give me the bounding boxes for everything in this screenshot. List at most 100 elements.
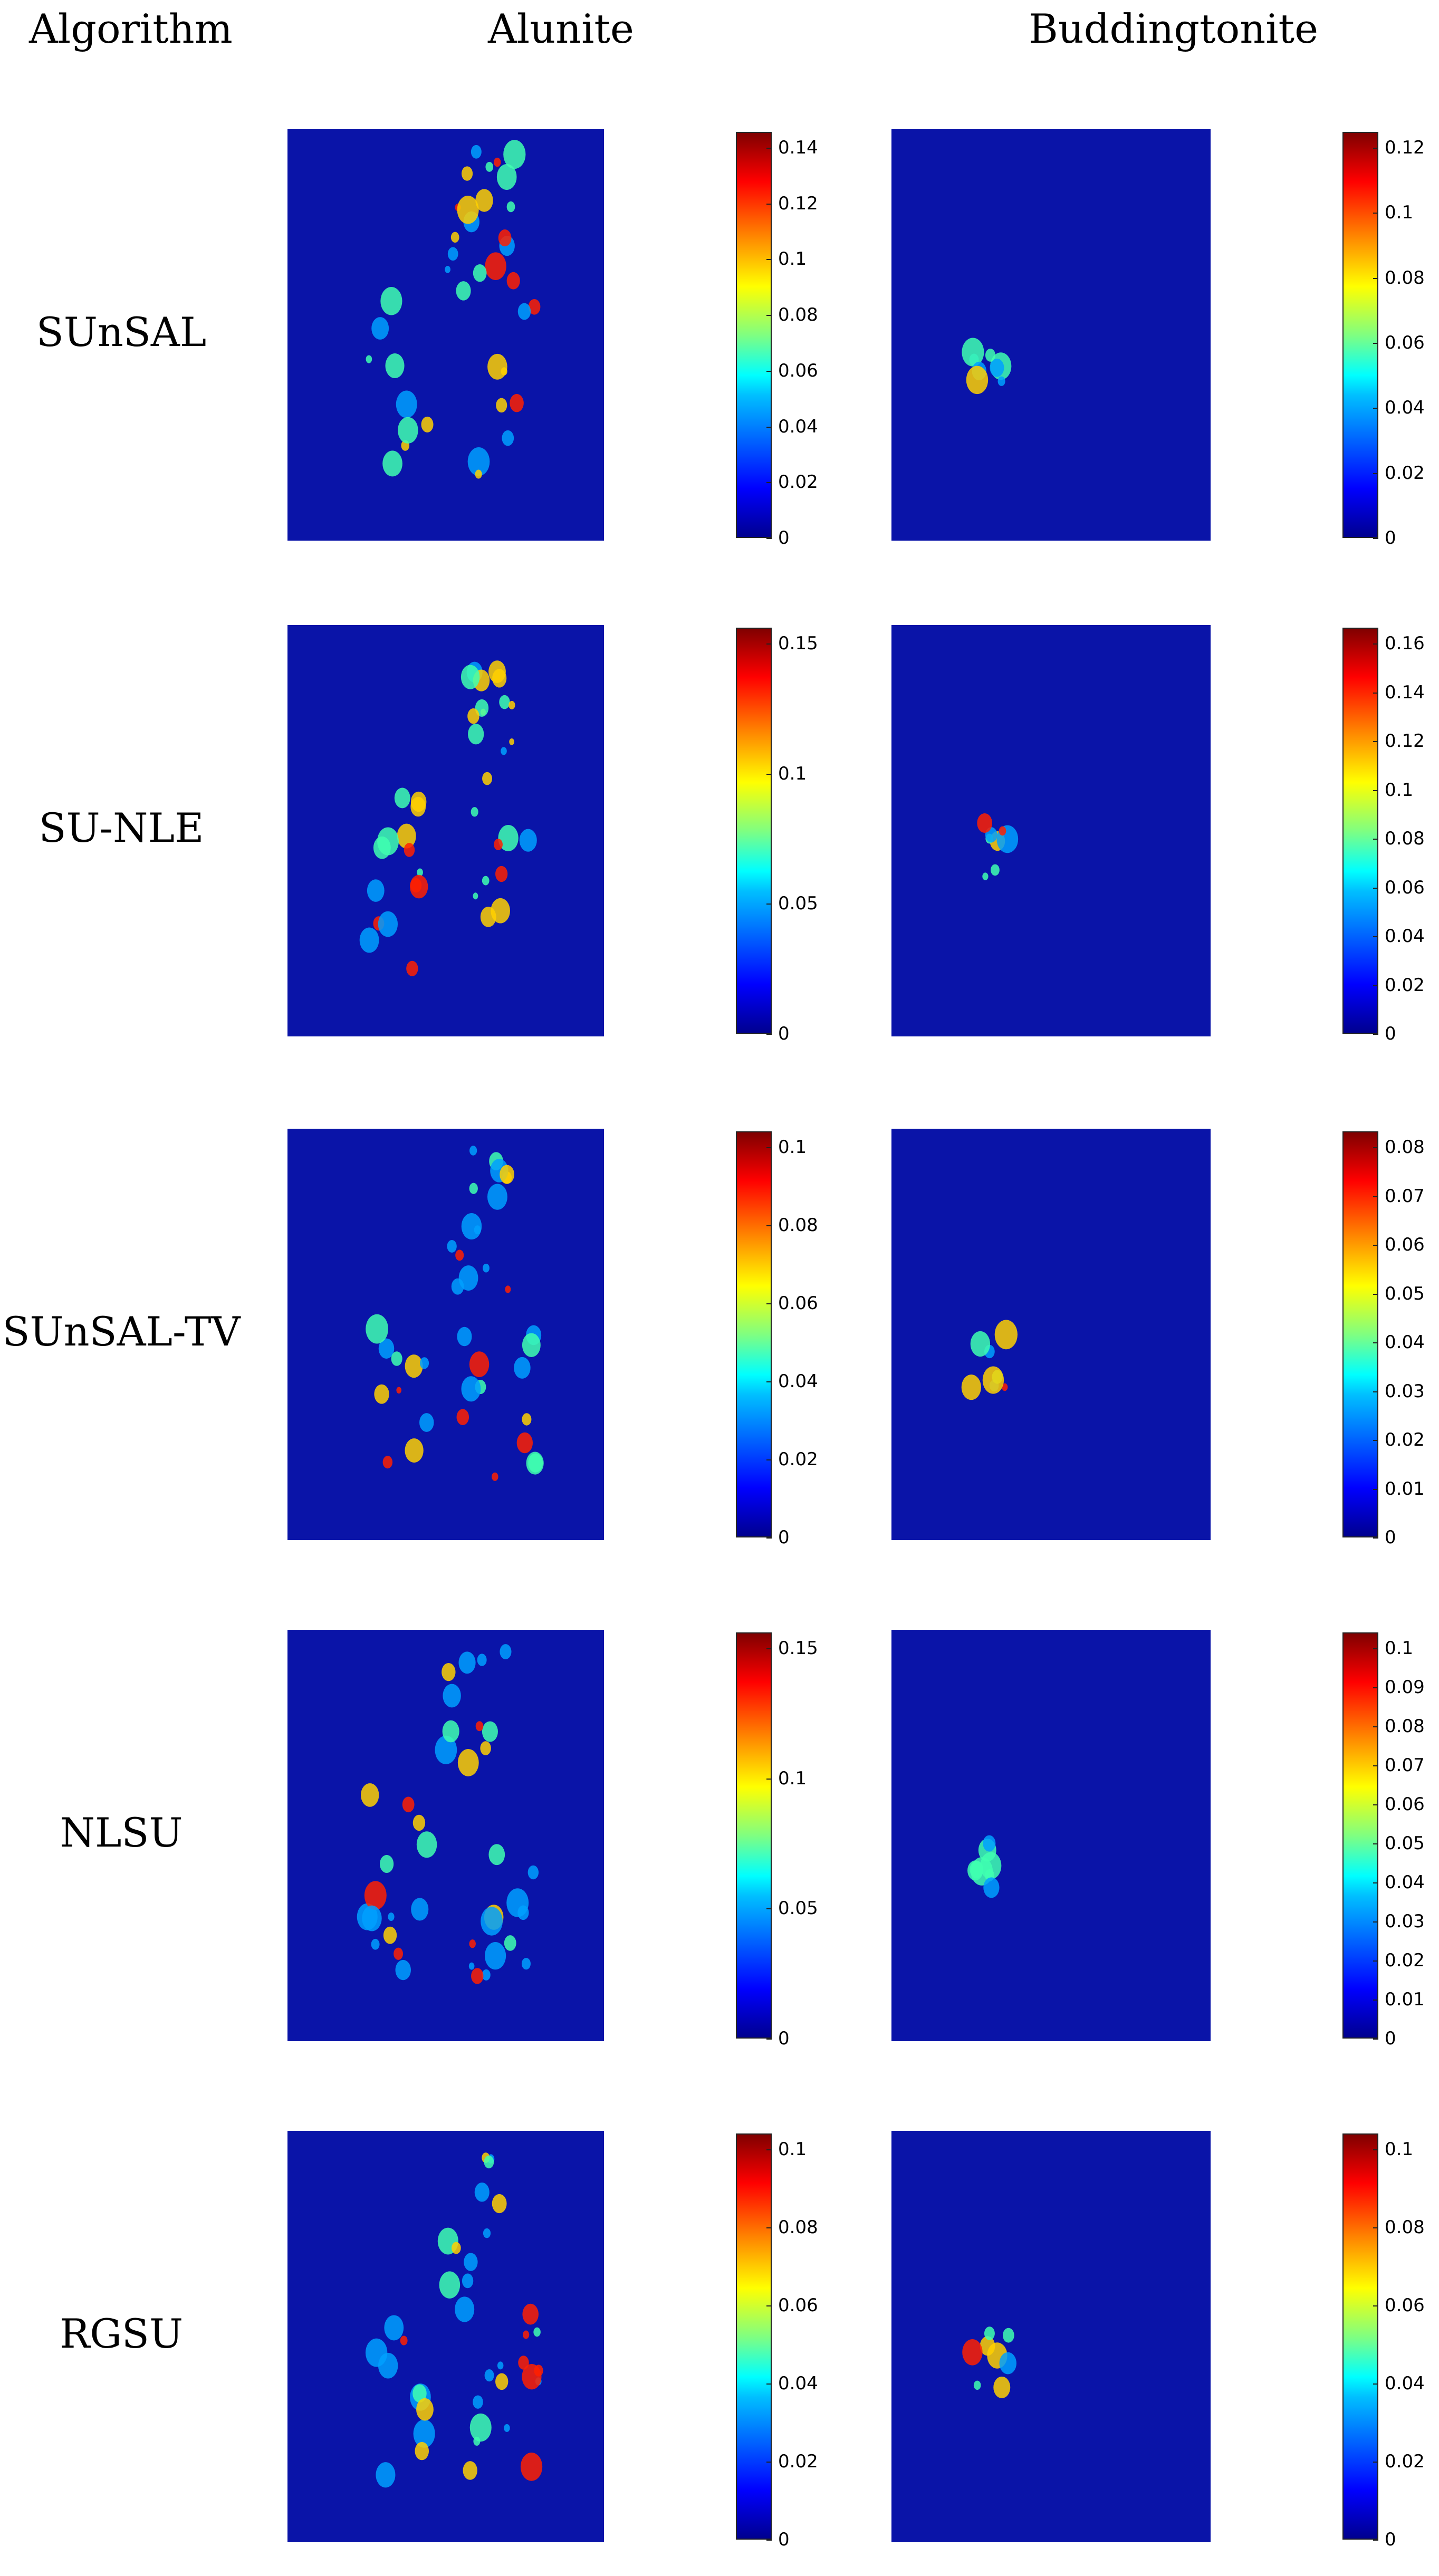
colorbar-tick-label: 0.1	[1385, 2139, 1414, 2160]
abundance-hotspot	[527, 1865, 539, 1880]
abundance-hotspot	[522, 2364, 542, 2390]
colorbar-tick-mark	[1373, 2383, 1378, 2385]
colorbar-tick-mark	[766, 903, 772, 905]
abundance-hotspot	[962, 338, 984, 367]
abundance-hotspot	[382, 1456, 393, 1469]
colorbar-tick-mark	[766, 1648, 772, 1649]
colorbar-tick-mark	[1373, 1391, 1378, 1392]
abundance-hotspot	[439, 2271, 461, 2299]
colorbar-tick-label: 0.06	[1385, 877, 1425, 898]
colorbar-tick-label: 0.03	[1385, 1380, 1425, 1402]
colorbar-tick-label: 0.14	[778, 137, 818, 158]
colorbar-tick-label: 0	[778, 1527, 790, 1548]
abundance-hotspot	[378, 1338, 395, 1359]
abundance-hotspot	[396, 390, 417, 418]
colorbar-tick-label: 0.02	[778, 472, 818, 493]
abundance-hotspot	[467, 708, 479, 724]
abundance-hotspot	[461, 1376, 481, 1402]
abundance-hotspot	[413, 2419, 435, 2448]
colorbar-tick-mark	[766, 1381, 772, 1382]
colorbar-tick-mark	[1373, 408, 1378, 409]
colorbar-tick-label: 0.05	[778, 1898, 818, 1919]
abundance-hotspot	[416, 2398, 434, 2421]
abundance-hotspot	[388, 1912, 395, 1921]
abundance-hotspot	[450, 232, 459, 243]
abundance-hotspot	[488, 1844, 505, 1866]
colorbar-tick-label: 0	[1385, 2028, 1396, 2049]
abundance-hotspot	[962, 2339, 983, 2366]
colorbar-tick-mark	[766, 370, 772, 372]
abundance-hotspot	[999, 826, 1006, 836]
colorbar-tick-mark	[1373, 2540, 1378, 2541]
abundance-hotspot	[382, 450, 402, 477]
colorbar-tick-label: 0.06	[1385, 2295, 1425, 2316]
colorbar-tick-mark	[1373, 1196, 1378, 1197]
abundance-hotspot	[984, 2327, 995, 2340]
colorbar-tick-mark	[1373, 692, 1378, 694]
header-algorithm: Algorithm	[29, 5, 233, 52]
abundance-hotspot	[469, 1351, 490, 1377]
abundance-hotspot	[480, 907, 496, 927]
colorbar-tick-mark	[1373, 1034, 1378, 1035]
abundance-hotspot	[485, 161, 494, 172]
abundance-hotspot	[982, 872, 989, 880]
colorbar-tick-label: 0.07	[1385, 1755, 1425, 1776]
abundance-hotspot	[522, 2303, 539, 2325]
colorbar-tick-mark	[1373, 2149, 1378, 2150]
abundance-hotspot	[970, 1331, 991, 1357]
colorbar-tick-mark	[766, 1303, 772, 1304]
abundance-hotspot	[997, 376, 1005, 386]
colorbar-tick-label: 0.02	[778, 2451, 818, 2472]
abundance-hotspot	[461, 1213, 482, 1240]
colorbar-tick-label: 0.02	[1385, 1429, 1425, 1450]
abundance-hotspot	[458, 1651, 476, 1674]
abundance-hotspot	[514, 1357, 531, 1379]
colorbar-tick-mark	[1373, 839, 1378, 840]
abundance-hotspot	[967, 1860, 983, 1881]
abundance-hotspot	[367, 879, 385, 902]
abundance-hotspot	[499, 695, 510, 709]
colorbar-tick-label: 0.04	[1385, 1332, 1425, 1353]
colorbar-tick-mark	[766, 1459, 772, 1460]
abundance-hotspot	[977, 813, 992, 833]
abundance-hotspot	[983, 1877, 1000, 1898]
abundance-hotspot	[473, 2395, 483, 2409]
colorbar-tick-label: 0.1	[1385, 779, 1414, 801]
abundance-hotspot	[522, 1333, 541, 1357]
abundance-hotspot	[504, 1935, 516, 1951]
abundance-hotspot	[463, 2461, 477, 2480]
colorbar-tick-mark	[1373, 2305, 1378, 2306]
colorbar-tick-label: 0.16	[1385, 633, 1425, 654]
abundance-hotspot	[362, 1905, 382, 1931]
abundance-hotspot	[402, 1796, 415, 1813]
abundance-hotspot	[405, 1354, 423, 1378]
abundance-hotspot	[994, 1320, 1018, 1350]
colorbar-tick-label: 0.1	[778, 1137, 807, 1158]
abundance-hotspot	[475, 469, 482, 479]
colorbar-tick-label: 0.1	[778, 1767, 807, 1789]
colorbar-tick-label: 0.08	[778, 304, 818, 326]
abundance-hotspot	[412, 2384, 427, 2403]
abundance-hotspot	[457, 1327, 472, 1347]
abundance-hotspot	[528, 299, 541, 315]
abundance-hotspot	[993, 2376, 1011, 2398]
abundance-hotspot	[503, 140, 526, 169]
colorbar-tick-label: 0.1	[778, 763, 807, 784]
colorbar-tick-label: 0.12	[1385, 137, 1425, 158]
colorbar-tick-label: 0.06	[1385, 1234, 1425, 1255]
colorbar-tick-mark	[766, 1908, 772, 1910]
colorbar-tick-mark	[1373, 1960, 1378, 1962]
abundance-hotspot	[983, 1835, 996, 1852]
abundance-hotspot	[480, 1741, 491, 1755]
colorbar-tick-mark	[1373, 1726, 1378, 1727]
abundance-hotspot	[468, 1962, 475, 1970]
abundance-hotspot	[443, 1684, 461, 1708]
abundance-hotspot	[495, 2373, 509, 2390]
abundance-hotspot	[469, 1939, 476, 1948]
abundance-hotspot	[412, 1814, 426, 1831]
abundance-hotspot	[469, 1183, 478, 1194]
colorbar-tick-label: 0.04	[1385, 2373, 1425, 2394]
colorbar	[1342, 132, 1378, 538]
colorbar-tick-label: 0.06	[1385, 332, 1425, 353]
colorbar-tick-mark	[1373, 1843, 1378, 1844]
